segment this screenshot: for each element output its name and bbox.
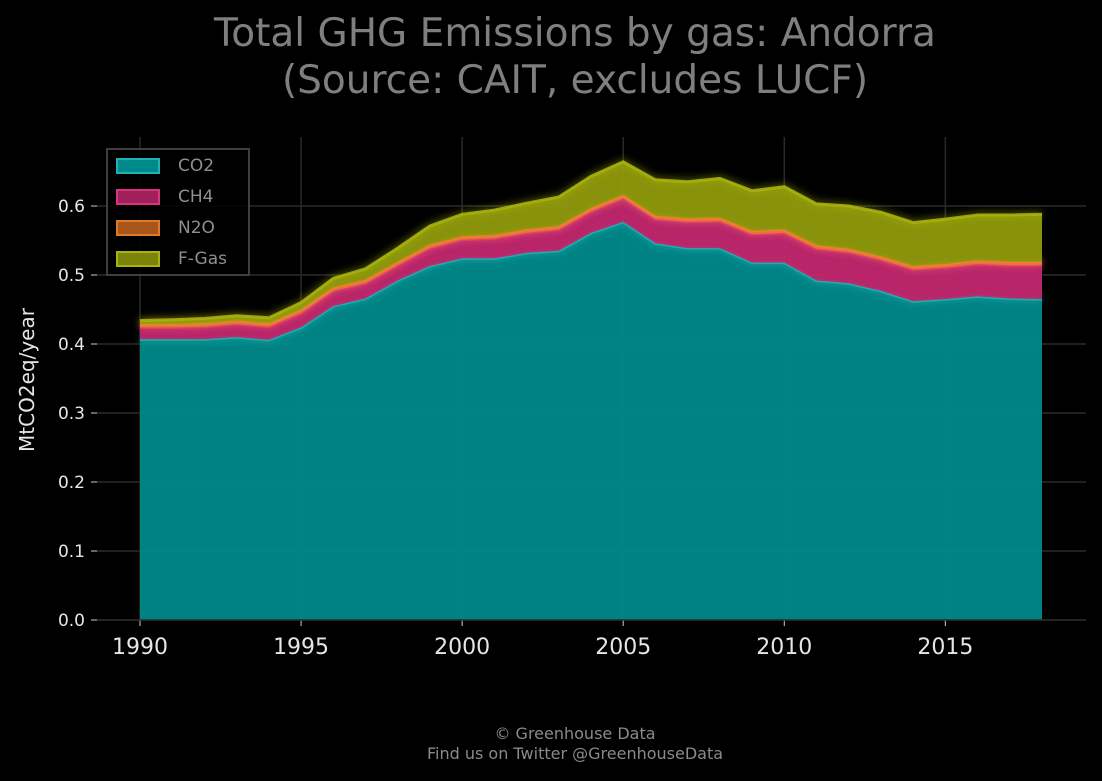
legend: CO2 CH4 N2O F-Gas xyxy=(106,148,250,276)
y-tick-label: 0.0 xyxy=(58,611,85,631)
legend-label-co2: CO2 xyxy=(178,156,215,176)
line-fgas xyxy=(139,160,1043,322)
legend-item-ch4: CH4 xyxy=(116,187,213,207)
legend-label-ch4: CH4 xyxy=(178,187,214,207)
footer-copyright: © Greenhouse Data xyxy=(494,724,656,743)
area-fgas xyxy=(140,161,1042,324)
y-tick-label: 0.4 xyxy=(58,335,85,355)
legend-item-fgas: F-Gas xyxy=(116,249,227,269)
x-tick-label: 2000 xyxy=(434,635,490,660)
legend-item-n2o: N2O xyxy=(116,218,215,238)
y-tick-label: 0.3 xyxy=(58,404,85,424)
chart-title: Total GHG Emissions by gas: Andorra (Sou… xyxy=(0,10,1102,104)
x-tick-label: 1990 xyxy=(112,635,168,660)
legend-swatch-ch4 xyxy=(116,189,160,205)
x-tick-label: 2005 xyxy=(595,635,651,660)
legend-label-n2o: N2O xyxy=(178,218,215,238)
legend-swatch-co2 xyxy=(116,158,160,174)
legend-swatch-fgas xyxy=(116,251,160,267)
y-tick-label: 0.2 xyxy=(58,473,85,493)
title-line-2: (Source: CAIT, excludes LUCF) xyxy=(281,58,869,103)
legend-item-co2: CO2 xyxy=(116,156,214,176)
title-line-1: Total GHG Emissions by gas: Andorra xyxy=(214,11,936,56)
x-tick-label: 2010 xyxy=(756,635,812,660)
x-tick-label: 2015 xyxy=(917,635,973,660)
stacked-areas xyxy=(139,160,1043,620)
y-tick-label: 0.1 xyxy=(58,542,85,562)
y-tick-label: 0.6 xyxy=(58,197,85,217)
x-tick-label: 1995 xyxy=(273,635,329,660)
legend-label-fgas: F-Gas xyxy=(178,249,227,269)
legend-swatch-n2o xyxy=(116,220,160,236)
footer-twitter: Find us on Twitter @GreenhouseData xyxy=(426,744,724,763)
axes: 0.0 0.1 0.2 0.3 0.4 0.5 0.6 1990 1995 2000 2005 201… xyxy=(58,197,1086,660)
area-co2 xyxy=(140,221,1042,620)
y-tick-label: 0.5 xyxy=(58,266,85,286)
y-axis-label: MtCO2eq/year xyxy=(15,308,39,452)
footer: © Greenhouse Data Find us on Twitter @Gr… xyxy=(0,724,1102,764)
